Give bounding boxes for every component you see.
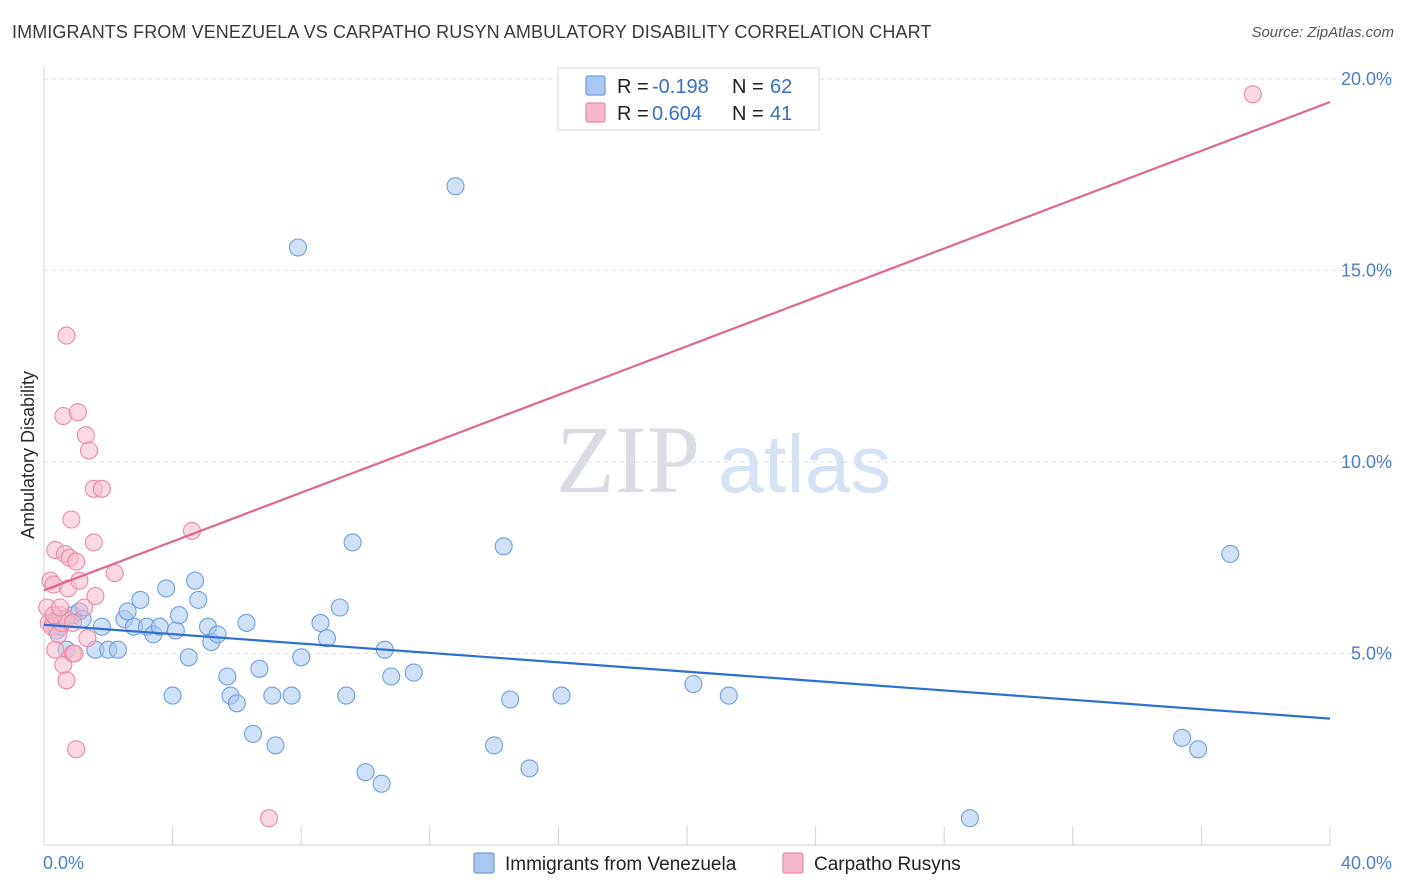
stats-n-value-pink: 41: [770, 103, 792, 125]
stats-swatch-pink: [585, 102, 606, 123]
venezuela-point-42: [330, 598, 349, 617]
venezuela-point-44: [343, 533, 362, 552]
venezuela-point-15: [131, 590, 150, 609]
stats-n-value-blue: 62: [770, 76, 792, 98]
watermark-atlas: atlas: [718, 419, 891, 510]
venezuela-point-49: [404, 663, 423, 682]
venezuela-point-56: [684, 675, 703, 694]
venezuela-point-61: [1221, 544, 1240, 563]
rusyn-point-28: [76, 426, 95, 445]
x-tick-min: 0.0%: [43, 853, 84, 873]
venezuela-point-29: [218, 667, 237, 686]
venezuela-point-11: [108, 640, 127, 659]
y-axis-label: Ambulatory Disability: [18, 371, 38, 539]
rusyn-point-16: [57, 671, 76, 690]
venezuela-point-38: [288, 238, 308, 257]
venezuela-point-20: [163, 686, 182, 705]
venezuela-point-59: [1173, 728, 1192, 747]
stats-r-value-pink: 0.604: [652, 103, 702, 125]
rusyn-point-35: [105, 564, 124, 583]
rusyn-point-34: [92, 479, 111, 498]
venezuela-point-21: [166, 621, 185, 640]
rusyn-point-30: [79, 441, 99, 460]
stats-r-label-blue: R =: [617, 76, 649, 98]
venezuela-point-50: [446, 177, 465, 196]
venezuela-point-60: [1189, 740, 1208, 759]
rusyn-point-24: [67, 552, 86, 571]
series-legend: Immigrants from Venezuela Carpatho Rusyn…: [473, 852, 961, 875]
venezuela-point-51: [485, 736, 504, 755]
y-tick-label-3: 20.0%: [1341, 69, 1392, 89]
venezuela-point-52: [494, 537, 513, 556]
rusyn-point-37: [259, 809, 279, 828]
source-credit: Source: ZipAtlas.com: [1251, 24, 1394, 41]
y-tick-label-1: 10.0%: [1341, 452, 1392, 472]
legend-swatch-venezuela: [473, 852, 495, 874]
rusyn-point-33: [86, 586, 105, 606]
venezuela-point-41: [317, 629, 336, 648]
rusyn-point-31: [84, 533, 103, 552]
legend-label-rusyns: Carpatho Rusyns: [814, 854, 961, 875]
stats-r-label-pink: R =: [617, 103, 649, 125]
venezuela-trend-line: [43, 623, 1331, 720]
stats-box: R = -0.198 N = 62 R = 0.604 N = 41: [557, 67, 820, 131]
venezuela-point-48: [382, 667, 401, 686]
venezuela-point-45: [356, 763, 375, 782]
rusyn-point-22: [65, 644, 84, 663]
venezuela-point-40: [311, 613, 330, 632]
venezuela-point-19: [157, 579, 176, 598]
venezuela-point-32: [237, 613, 256, 632]
venezuela-point-43: [337, 686, 356, 705]
rusyn-point-23: [67, 740, 86, 759]
venezuela-point-33: [243, 724, 263, 743]
venezuela-point-39: [292, 648, 311, 667]
venezuela-point-22: [169, 606, 189, 625]
venezuela-point-24: [186, 571, 205, 590]
x-tick-max: 40.0%: [1341, 853, 1392, 873]
trend-lines: [43, 100, 1331, 720]
rusyn-point-14: [57, 326, 76, 345]
rusyn-point-40: [51, 598, 70, 617]
venezuela-point-23: [179, 648, 198, 667]
rusyn-point-19: [62, 510, 81, 529]
venezuela-point-9: [92, 617, 111, 636]
y-tick-labels: 5.0% 10.0% 15.0% 20.0%: [1341, 69, 1392, 664]
venezuela-point-54: [520, 759, 539, 778]
watermark-zip: ZIP: [556, 406, 700, 513]
venezuela-point-46: [372, 774, 391, 793]
venezuela-point-34: [250, 659, 269, 678]
venezuela-point-57: [719, 686, 738, 705]
gridlines: [44, 78, 1392, 654]
venezuela-point-28: [208, 625, 227, 644]
chart-title: IMMIGRANTS FROM VENEZUELA VS CARPATHO RU…: [12, 22, 932, 42]
rusyn-point-27: [75, 598, 94, 617]
scatter-points: [38, 85, 1262, 828]
rusyn-trend-line: [43, 100, 1331, 592]
stats-n-label-pink: N =: [732, 103, 764, 125]
stats-n-label-blue: N =: [732, 76, 764, 98]
rusyn-point-20: [63, 613, 82, 632]
venezuela-point-36: [266, 736, 285, 755]
rusyn-point-6: [46, 640, 65, 659]
venezuela-point-35: [263, 686, 282, 705]
stats-r-value-blue: -0.198: [652, 76, 709, 98]
venezuela-point-55: [552, 686, 571, 705]
rusyn-point-38: [1243, 85, 1262, 104]
venezuela-point-31: [227, 694, 246, 713]
rusyn-point-25: [68, 403, 87, 422]
venezuela-point-25: [189, 590, 208, 609]
axes: [43, 66, 1331, 846]
y-tick-label-0: 5.0%: [1351, 644, 1392, 664]
legend-swatch-rusyns: [782, 852, 804, 874]
y-tick-label-2: 15.0%: [1341, 261, 1392, 281]
rusyn-point-29: [78, 629, 97, 648]
venezuela-point-37: [282, 686, 301, 705]
venezuela-point-58: [960, 809, 979, 828]
stats-swatch-blue: [585, 75, 606, 96]
venezuela-point-53: [501, 690, 520, 709]
venezuela-point-13: [118, 602, 137, 621]
legend-label-venezuela: Immigrants from Venezuela: [505, 854, 737, 875]
